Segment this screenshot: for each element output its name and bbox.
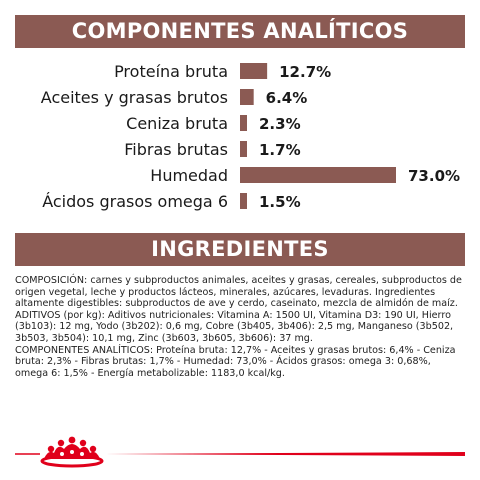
ingredients-header: INGREDIENTES <box>15 233 465 266</box>
footer-swoosh <box>105 452 465 456</box>
bar <box>240 115 247 131</box>
bar <box>240 63 268 79</box>
category-label: Aceites y grasas brutos <box>41 88 228 107</box>
ingredients-text: COMPOSICIÓN: carnes y subproductos anima… <box>15 275 465 379</box>
royal-canin-crown-icon <box>40 436 104 468</box>
bar <box>240 141 247 157</box>
brand-footer <box>15 436 465 468</box>
value-label: 73.0% <box>408 167 460 185</box>
analytic-header: COMPONENTES ANALÍTICOS <box>15 15 465 48</box>
analytic-bar-chart: Proteína bruta 12.7% Aceites y grasas brut… <box>41 62 460 211</box>
value-label: 1.7% <box>259 141 301 159</box>
composition-paragraph: COMPOSICIÓN: carnes y subproductos anima… <box>15 275 462 310</box>
bar <box>240 193 247 209</box>
category-label: Humedad <box>150 166 228 185</box>
additives-paragraph: ADITIVOS (por kg): Aditivos nutricionale… <box>15 309 454 344</box>
components-paragraph: COMPONENTES ANALÍTICOS: Proteína bruta: … <box>15 344 456 379</box>
value-label: 1.5% <box>259 193 301 211</box>
category-label: Ceniza bruta <box>126 114 228 133</box>
bar <box>240 89 254 105</box>
value-label: 12.7% <box>279 63 331 81</box>
value-label: 2.3% <box>259 115 301 133</box>
category-label: Ácidos grasos omega 6 <box>42 192 228 211</box>
value-label: 6.4% <box>266 89 308 107</box>
category-label: Proteína bruta <box>114 62 228 81</box>
bar <box>240 167 396 183</box>
category-label: Fibras brutas <box>124 140 228 159</box>
